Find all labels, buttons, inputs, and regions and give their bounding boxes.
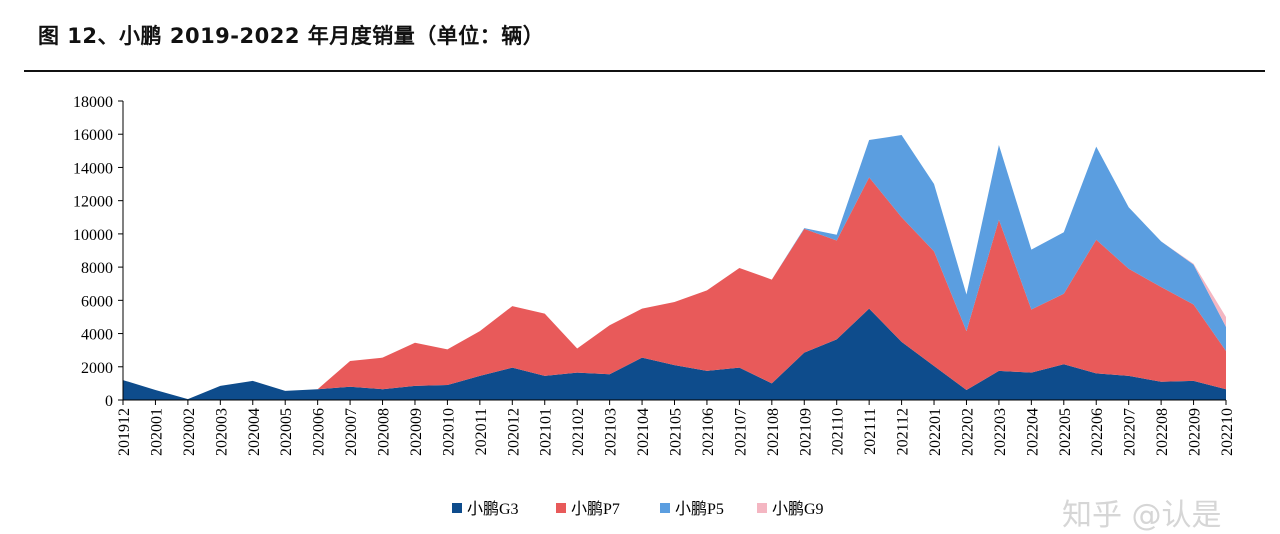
legend-swatch-4 [757, 503, 767, 513]
legend-label-3: 小鹏P5 [675, 500, 724, 518]
series-area-1 [123, 308, 1226, 400]
x-tick-label: 202011 [473, 408, 490, 455]
x-tick-label: 202008 [376, 408, 393, 456]
x-tick-label: 202210 [1219, 408, 1236, 456]
x-tick-label: 202203 [992, 408, 1009, 456]
x-tick-label: 202107 [732, 408, 749, 456]
y-tick-label: 0 [105, 393, 113, 410]
x-tick-label: 202207 [1122, 408, 1139, 456]
x-tick-label: 202103 [603, 408, 620, 456]
axes-layer: 0 2000 4000 6000 8000 10000 12000 14000 16000 180… [73, 94, 1236, 456]
x-tick-label: 202111 [862, 408, 879, 455]
x-tick-label: 202106 [700, 408, 717, 456]
chart-svg: 0 2000 4000 6000 8000 10000 12000 14000 16000 180… [73, 94, 1236, 518]
y-tick-label: 4000 [81, 327, 113, 344]
x-tick-label: 202110 [830, 408, 847, 455]
x-tick-label: 201912 [116, 408, 133, 456]
legend-label-1: 小鹏G3 [467, 500, 519, 518]
y-tick-label: 16000 [73, 127, 113, 144]
x-tick-label: 202108 [765, 408, 782, 456]
x-tick-label: 202206 [1089, 408, 1106, 456]
x-tick-label: 202001 [148, 408, 165, 456]
x-tick-label: 202012 [505, 408, 522, 456]
y-tick-label: 14000 [73, 160, 113, 177]
legend-label-4: 小鹏G9 [772, 500, 824, 518]
y-tick-label: 10000 [73, 227, 113, 244]
x-tick-label: 202007 [343, 408, 360, 456]
series-area-2 [123, 177, 1226, 400]
legend-label-2: 小鹏P7 [571, 500, 620, 518]
x-tick-label: 202003 [213, 408, 230, 456]
y-tick-label: 12000 [73, 194, 113, 211]
watermark: 知乎 @认是 [1062, 498, 1222, 533]
x-tick-label: 202004 [246, 408, 263, 456]
x-tick-label: 202209 [1187, 408, 1204, 456]
x-tick-label: 202005 [278, 408, 295, 456]
area-layer [123, 135, 1226, 400]
x-tick-label: 202009 [408, 408, 425, 456]
y-tick-label: 6000 [81, 293, 113, 310]
legend-swatch-1 [452, 503, 462, 513]
title-rule [24, 70, 1265, 72]
y-tick-label: 8000 [81, 260, 113, 277]
x-tick-label: 202208 [1154, 408, 1171, 456]
x-tick-label: 202105 [668, 408, 685, 456]
legend-swatch-3 [660, 503, 670, 513]
x-tick-label: 202204 [1024, 408, 1041, 456]
x-tick-label: 202104 [635, 408, 652, 456]
x-tick-label: 202109 [797, 408, 814, 456]
x-tick-label: 202112 [895, 408, 912, 455]
x-tick-label: 202201 [927, 408, 944, 456]
y-tick-label: 18000 [73, 94, 113, 111]
x-tick-label: 202202 [959, 408, 976, 456]
x-tick-label: 202006 [311, 408, 328, 456]
legend-swatch-2 [556, 503, 566, 513]
legend: 小鹏G3 小鹏P7 小鹏P5 小鹏G9 [452, 500, 824, 518]
y-tick-label: 2000 [81, 360, 113, 377]
x-tick-label: 202102 [570, 408, 587, 456]
x-tick-label: 202002 [181, 408, 198, 456]
x-tick-label: 202101 [538, 408, 555, 456]
x-tick-label: 202205 [1057, 408, 1074, 456]
x-tick-label: 202010 [440, 408, 457, 456]
chart-title: 图 12、小鹏 2019-2022 年月度销量（单位：辆） [38, 24, 545, 48]
